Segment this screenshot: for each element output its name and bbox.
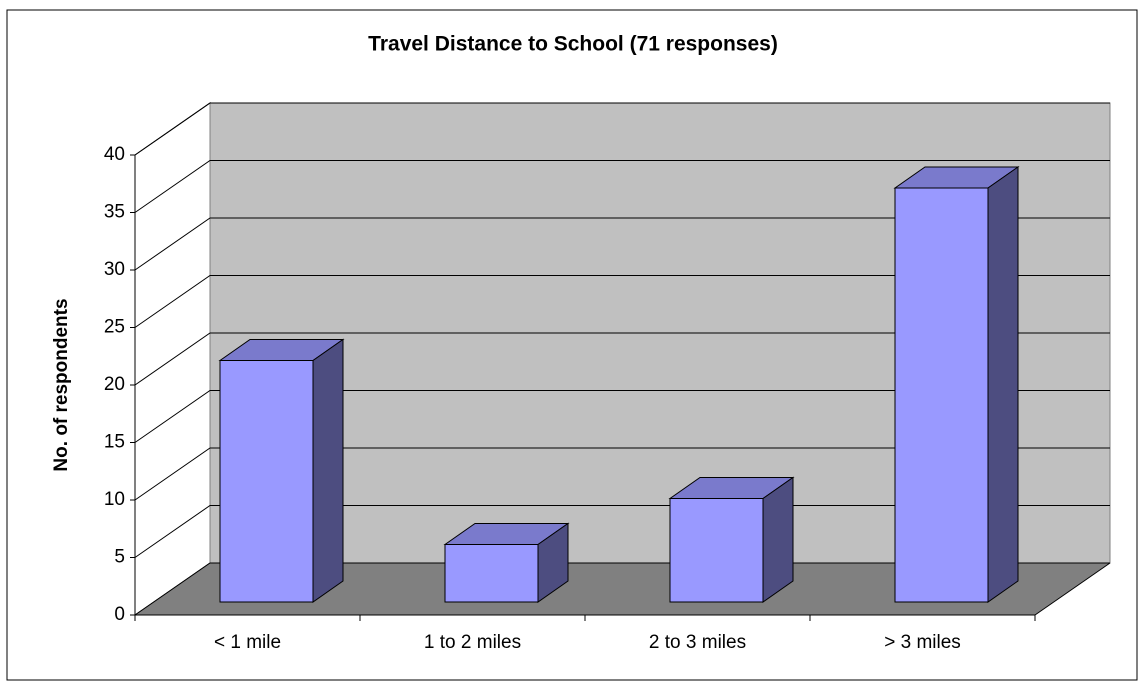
bar: [669, 498, 764, 603]
bar: [444, 544, 539, 603]
grid-line: [134, 390, 1110, 443]
x-tick-label: > 3 miles: [884, 632, 961, 653]
y-tick-label: 20: [104, 374, 125, 395]
grid-line: [134, 505, 1110, 558]
y-tick-label: 5: [114, 547, 125, 568]
bar-side: [762, 476, 794, 603]
bar: [894, 187, 989, 603]
y-tick-label: 15: [104, 432, 125, 453]
floor-edge: [1034, 562, 1111, 616]
x-tick-label: < 1 mile: [214, 632, 281, 653]
grid-line: [134, 332, 1110, 386]
y-tick-label: 25: [104, 317, 125, 338]
chart-title: Travel Distance to School (71 responses): [368, 33, 778, 56]
grid-line: [134, 275, 1110, 328]
grid-line: [134, 102, 1110, 156]
y-tick-label: 0: [114, 604, 125, 625]
y-tick-label: 35: [104, 202, 125, 223]
x-tick-label: 1 to 2 miles: [424, 632, 521, 653]
grid-line: [134, 160, 1110, 213]
floor: [135, 563, 1110, 615]
bar: [219, 360, 314, 603]
y-tick-label: 30: [104, 259, 125, 280]
grid-line: [134, 447, 1110, 501]
grid-line: [134, 217, 1110, 271]
grid-line: [134, 562, 1110, 616]
y-axis-label: No. of respondents: [51, 298, 72, 471]
y-tick-label: 40: [104, 144, 125, 165]
y-tick-label: 10: [104, 489, 125, 510]
bar-side: [312, 338, 344, 603]
bar-side: [987, 166, 1019, 603]
x-tick-label: 2 to 3 miles: [649, 632, 746, 653]
